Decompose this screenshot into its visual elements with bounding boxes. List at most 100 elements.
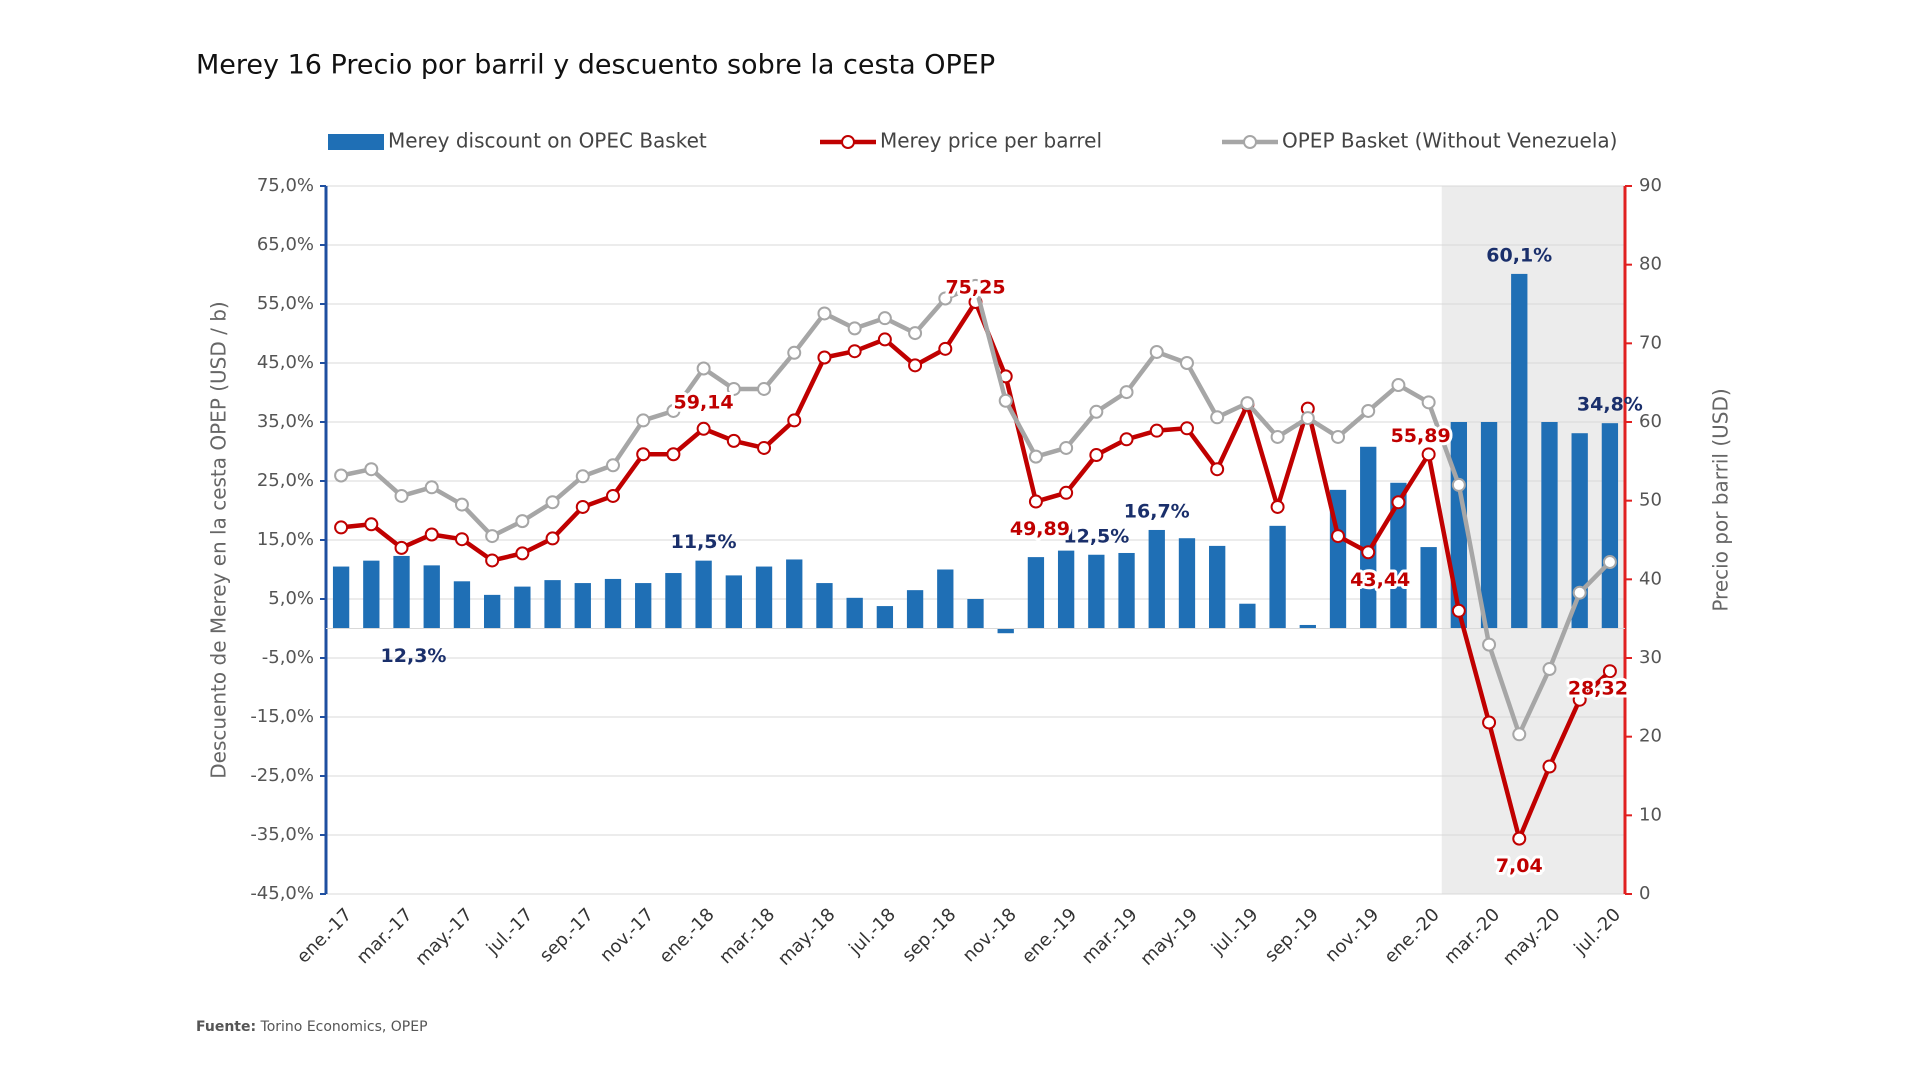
- marker: [877, 332, 892, 347]
- line: [340, 283, 1612, 737]
- line-value-label: 7,04: [1496, 855, 1543, 877]
- line-value-label: 75,25: [945, 277, 1005, 299]
- bar: [725, 575, 742, 629]
- y2-tick-label: 0: [1639, 883, 1650, 904]
- marker: [1059, 440, 1074, 455]
- bar: [544, 580, 561, 629]
- marker: [364, 462, 379, 477]
- marker: [877, 311, 892, 326]
- marker: [938, 341, 953, 356]
- marker: [1482, 637, 1497, 652]
- marker: [847, 344, 862, 359]
- bar: [1148, 529, 1165, 629]
- marker: [545, 495, 560, 510]
- marker: [1572, 692, 1587, 707]
- legend-swatch: [328, 134, 384, 150]
- marker: [1149, 344, 1164, 359]
- marker: [1451, 477, 1466, 492]
- bar: [695, 560, 712, 629]
- bar-value-label: 11,5%: [671, 531, 737, 553]
- legend-label: Merey price per barrel: [880, 129, 1102, 153]
- x-tick-label: jul.-17: [482, 904, 538, 960]
- x-tick-label: nov.-18: [959, 904, 1021, 966]
- bar: [483, 594, 501, 629]
- marker: [1210, 462, 1225, 477]
- y-tick-label: 45,0%: [257, 352, 314, 373]
- y2-tick-label: 40: [1639, 568, 1662, 589]
- marker: [908, 326, 923, 341]
- bar: [453, 581, 471, 629]
- bar: [363, 560, 380, 629]
- marker: [847, 321, 862, 336]
- marker: [726, 381, 741, 396]
- y-tick-label: 15,0%: [257, 529, 314, 550]
- marker: [1542, 662, 1557, 677]
- bar: [665, 573, 682, 629]
- marker: [1421, 447, 1436, 462]
- marker: [1391, 495, 1406, 510]
- marker: [938, 291, 953, 306]
- y2-tick-label: 90: [1639, 175, 1662, 196]
- bar: [514, 586, 531, 629]
- marker: [1572, 585, 1587, 600]
- bar: [1511, 273, 1528, 629]
- marker: [394, 488, 409, 503]
- y2-tick-label: 70: [1639, 332, 1662, 353]
- marker: [485, 553, 500, 568]
- marker: [1270, 499, 1285, 514]
- marker: [1602, 555, 1617, 570]
- bar: [332, 566, 350, 629]
- bar: [604, 578, 622, 629]
- bar-value-label: 34,8%: [1577, 394, 1643, 416]
- x-tick-label: mar.-18: [715, 904, 779, 968]
- marker: [726, 433, 741, 448]
- y2-axis-title: Precio por barril (USD): [1709, 388, 1733, 611]
- line-value-label: 59,14: [674, 391, 734, 413]
- x-tick-label: may.-18: [774, 904, 840, 970]
- marker: [1421, 395, 1436, 410]
- marker: [666, 403, 681, 418]
- y-tick-label: -45,0%: [250, 883, 314, 904]
- marker: [1028, 494, 1043, 509]
- y-tick-label: 65,0%: [257, 234, 314, 255]
- legend-label: Merey discount on OPEC Basket: [388, 129, 707, 153]
- y-axis-title: Descuento de Merey en la cesta OPEP (USD…: [207, 301, 231, 778]
- marker: [817, 306, 832, 321]
- marker: [1542, 759, 1557, 774]
- x-tick-label: may.-19: [1136, 904, 1202, 970]
- marker: [696, 421, 711, 436]
- y2-tick-label: 50: [1639, 490, 1662, 511]
- x-tick-label: jul.-19: [1207, 904, 1263, 960]
- x-tick-label: sep.-19: [1261, 904, 1323, 966]
- marker: [1361, 403, 1376, 418]
- marker: [1119, 385, 1134, 400]
- bar: [786, 559, 803, 629]
- marker: [454, 532, 469, 547]
- marker: [454, 497, 469, 512]
- x-tick-label: sep.-17: [536, 904, 598, 966]
- bar: [1360, 446, 1377, 629]
- marker: [515, 546, 530, 561]
- marker: [515, 514, 530, 529]
- legend-label: OPEP Basket (Without Venezuela): [1282, 129, 1617, 153]
- marker: [1331, 529, 1346, 544]
- marker: [787, 413, 802, 428]
- marker: [545, 531, 560, 546]
- bar-value-label: 16,7%: [1124, 500, 1190, 522]
- marker: [636, 413, 651, 428]
- bar: [1480, 422, 1498, 629]
- source-label: Fuente:: [196, 1019, 256, 1035]
- marker: [636, 447, 651, 462]
- bar: [1118, 552, 1135, 629]
- bar: [906, 590, 924, 629]
- bar: [1601, 423, 1619, 629]
- bar: [393, 555, 410, 629]
- line-value-label: 43,44: [1350, 569, 1410, 591]
- marker: [334, 520, 349, 535]
- y2-tick-label: 20: [1639, 726, 1662, 747]
- marker: [787, 345, 802, 360]
- chart-title: Merey 16 Precio por barril y descuento s…: [196, 50, 995, 81]
- marker: [485, 529, 500, 544]
- line: [340, 299, 1612, 841]
